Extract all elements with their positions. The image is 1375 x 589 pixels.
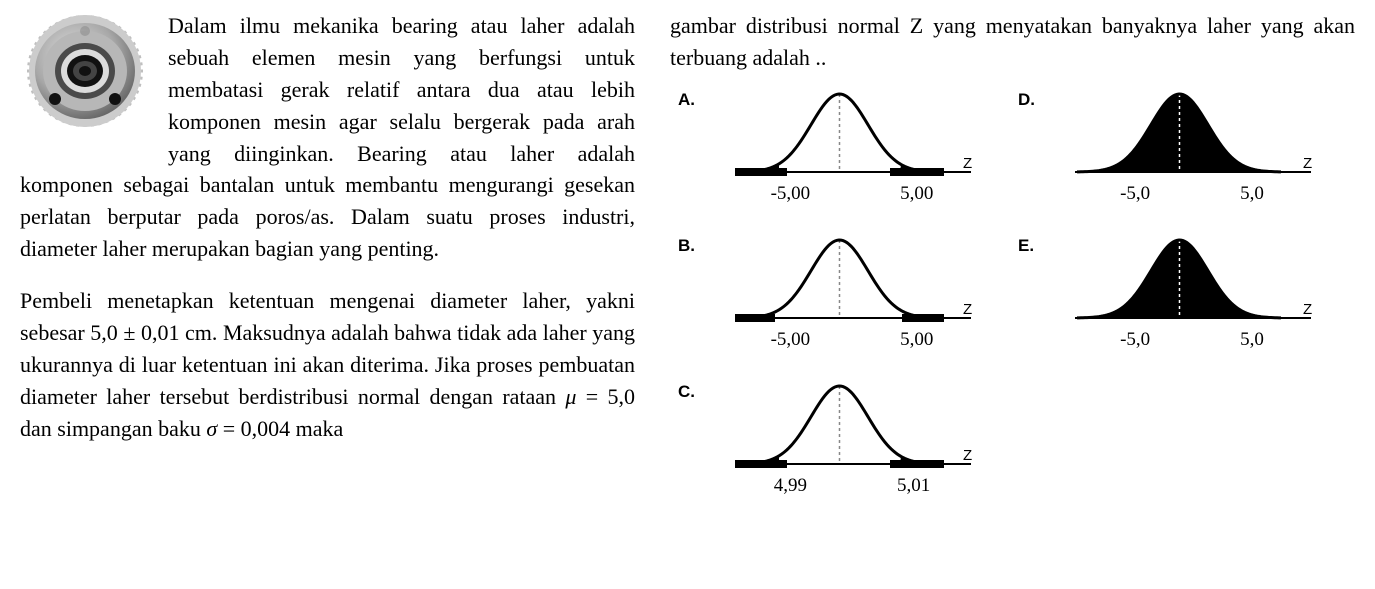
svg-text:Z: Z xyxy=(963,447,972,464)
option-label-A: A. xyxy=(678,84,706,113)
option-D: D. Z -5,0 5,0 xyxy=(1018,84,1338,224)
left-tick-A: -5,00 xyxy=(771,180,811,208)
normal-curve-D: Z xyxy=(1067,84,1317,184)
right-tick-E: 5,0 xyxy=(1240,326,1264,354)
options-grid: A. Z -5,00 5,00 D. Z -5,0 5,0 B. xyxy=(670,84,1355,516)
right-tick-D: 5,0 xyxy=(1240,180,1264,208)
option-label-B: B. xyxy=(678,230,706,259)
option-label-E: E. xyxy=(1018,230,1046,259)
p2-text-prefix: Pembeli menetapkan ketentuan mengenai di… xyxy=(20,288,635,409)
option-A: A. Z -5,00 5,00 xyxy=(678,84,998,224)
option-C: C. Z 4,99 5,01 xyxy=(678,376,998,516)
right-column: gambar distribusi normal Z yang menyatak… xyxy=(660,10,1355,579)
left-column: Dalam ilmu mekanika bearing atau laher a… xyxy=(20,10,660,579)
axis-labels-D: -5,0 5,0 xyxy=(1067,180,1317,208)
axis-labels-C: 4,99 5,01 xyxy=(727,472,977,500)
sigma-symbol: σ xyxy=(206,416,217,441)
svg-text:Z: Z xyxy=(1303,301,1312,318)
chart-wrap-E: Z -5,0 5,0 xyxy=(1046,230,1338,354)
axis-labels-A: -5,00 5,00 xyxy=(727,180,977,208)
svg-text:Z: Z xyxy=(1303,155,1312,172)
normal-curve-A: Z xyxy=(727,84,977,184)
right-tick-C: 5,01 xyxy=(897,472,930,500)
mu-symbol: μ xyxy=(565,384,576,409)
svg-text:Z: Z xyxy=(963,301,972,318)
normal-curve-E: Z xyxy=(1067,230,1317,330)
normal-curve-B: Z xyxy=(727,230,977,330)
chart-wrap-C: Z 4,99 5,01 xyxy=(706,376,998,500)
left-tick-C: 4,99 xyxy=(774,472,807,500)
right-intro: gambar distribusi normal Z yang menyatak… xyxy=(670,10,1355,74)
axis-labels-B: -5,00 5,00 xyxy=(727,326,977,354)
sigma-eq: = 0,004 maka xyxy=(217,416,343,441)
right-tick-B: 5,00 xyxy=(900,326,933,354)
option-label-C: C. xyxy=(678,376,706,405)
chart-wrap-D: Z -5,0 5,0 xyxy=(1046,84,1338,208)
bearing-image xyxy=(20,10,150,140)
axis-labels-E: -5,0 5,0 xyxy=(1067,326,1317,354)
normal-curve-C: Z xyxy=(727,376,977,476)
left-tick-B: -5,00 xyxy=(771,326,811,354)
svg-text:Z: Z xyxy=(963,155,972,172)
left-tick-D: -5,0 xyxy=(1120,180,1150,208)
left-tick-E: -5,0 xyxy=(1120,326,1150,354)
option-label-D: D. xyxy=(1018,84,1046,113)
paragraph-2: Pembeli menetapkan ketentuan mengenai di… xyxy=(20,285,635,444)
option-E: E. Z -5,0 5,0 xyxy=(1018,230,1338,370)
chart-wrap-B: Z -5,00 5,00 xyxy=(706,230,998,354)
right-tick-A: 5,00 xyxy=(900,180,933,208)
option-B: B. Z -5,00 5,00 xyxy=(678,230,998,370)
chart-wrap-A: Z -5,00 5,00 xyxy=(706,84,998,208)
